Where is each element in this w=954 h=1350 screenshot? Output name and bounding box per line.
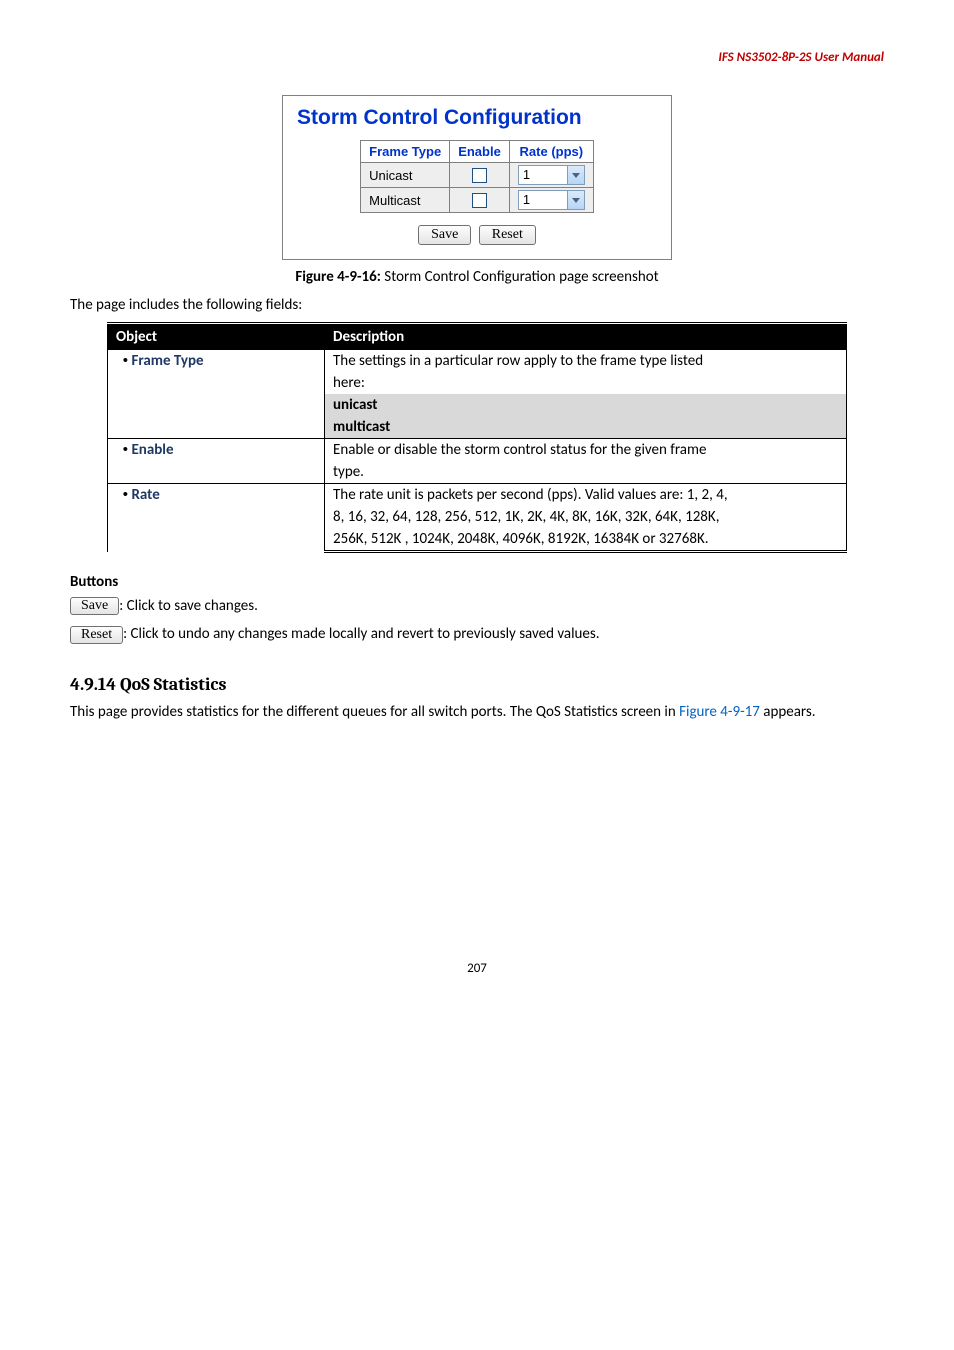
frame-type-cell: Unicast (361, 163, 450, 188)
desc-cell: unicast (325, 394, 847, 416)
save-button[interactable]: Save (418, 225, 471, 245)
rate-select[interactable]: 1 (518, 165, 585, 185)
header-object: Object (108, 324, 325, 350)
frame-type-cell: Multicast (361, 188, 450, 213)
desc-cell: here: (325, 372, 847, 394)
section-heading: 4.9.14 QoS Statistics (70, 674, 884, 695)
desc-cell: The settings in a particular row apply t… (325, 350, 847, 373)
object-cell: • Frame Type (108, 350, 325, 439)
intro-text: The page includes the following fields: (70, 296, 884, 314)
object-cell: • Enable (108, 439, 325, 484)
header-description: Description (325, 324, 847, 350)
col-rate: Rate (pps) (509, 141, 593, 163)
object-description-table: Object Description • Frame Type The sett… (107, 322, 847, 553)
desc-cell: Enable or disable the storm control stat… (325, 439, 847, 462)
desc-cell: 8, 16, 32, 64, 128, 256, 512, 1K, 2K, 4K… (325, 506, 847, 528)
reset-button-desc: Reset: Click to undo any changes made lo… (70, 625, 884, 643)
chevron-down-icon[interactable] (567, 166, 584, 184)
table-row: Unicast 1 (361, 163, 594, 188)
page-number: 207 (70, 961, 884, 976)
table-row: • Rate The rate unit is packets per seco… (108, 484, 847, 507)
section-text: This page provides statistics for the di… (70, 703, 884, 721)
table-row: Multicast 1 (361, 188, 594, 213)
save-button-inline[interactable]: Save (70, 597, 119, 615)
desc-cell: multicast (325, 416, 847, 439)
screenshot-title: Storm Control Configuration (297, 106, 657, 130)
reset-button-inline[interactable]: Reset (70, 626, 123, 644)
storm-control-table: Frame Type Enable Rate (pps) Unicast 1 M… (360, 140, 594, 213)
buttons-heading: Buttons (70, 573, 884, 591)
table-row: • Frame Type The settings in a particula… (108, 350, 847, 373)
desc-cell: type. (325, 461, 847, 484)
chevron-down-icon[interactable] (567, 191, 584, 209)
figure-link[interactable]: Figure 4-9-17 (679, 703, 760, 721)
col-enable: Enable (450, 141, 510, 163)
table-row: • Enable Enable or disable the storm con… (108, 439, 847, 462)
figure-caption: Figure 4-9-16: Storm Control Configurati… (70, 268, 884, 286)
page-header: IFS NS3502-8P-2S User Manual (70, 50, 884, 65)
rate-select[interactable]: 1 (518, 190, 585, 210)
storm-control-screenshot: Storm Control Configuration Frame Type E… (282, 95, 672, 260)
enable-checkbox[interactable] (472, 168, 487, 183)
desc-cell: The rate unit is packets per second (pps… (325, 484, 847, 507)
col-frame-type: Frame Type (361, 141, 450, 163)
desc-cell: 256K, 512K , 1024K, 2048K, 4096K, 8192K,… (325, 528, 847, 552)
reset-button[interactable]: Reset (479, 225, 536, 245)
enable-checkbox[interactable] (472, 193, 487, 208)
object-cell: • Rate (108, 484, 325, 552)
save-button-desc: Save: Click to save changes. (70, 597, 884, 615)
